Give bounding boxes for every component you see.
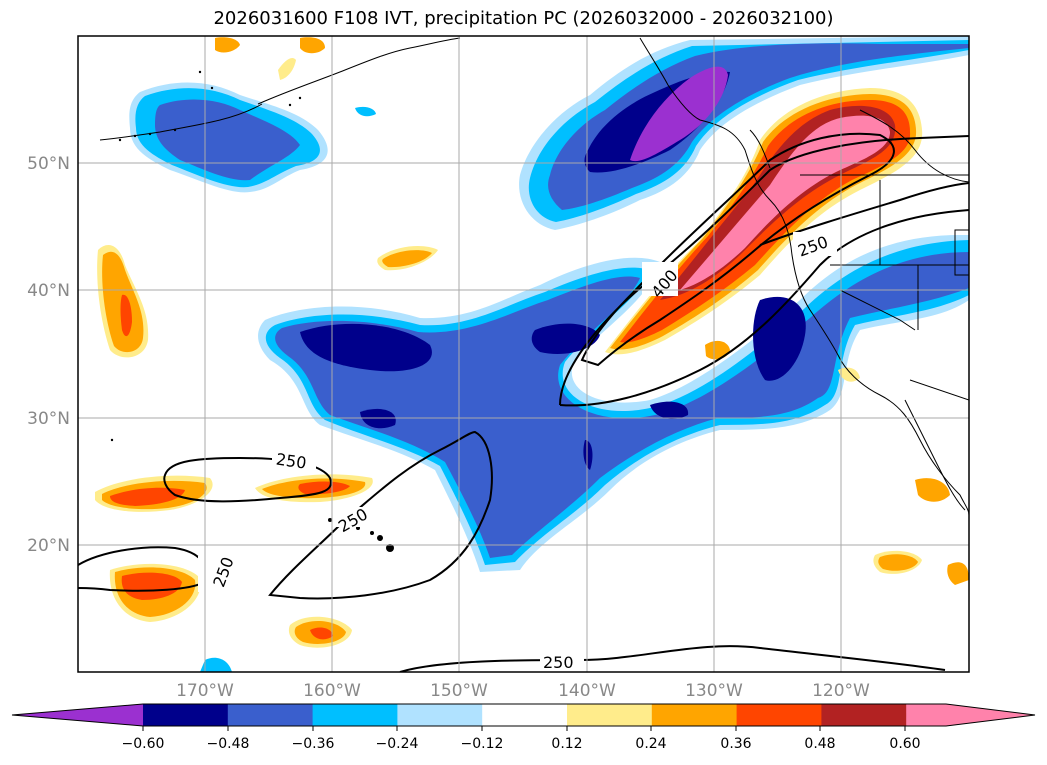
positive-blob-central-3 — [298, 481, 350, 495]
negative-blob-small — [200, 657, 232, 672]
negative-anomaly-dark-1 — [300, 323, 432, 372]
colorbar-extend-low — [12, 704, 143, 726]
contour-label-250-a: 250 — [275, 450, 308, 473]
aleutian-islands — [118, 70, 302, 142]
negative-anomaly-aleutian-3 — [155, 99, 300, 181]
negative-anomaly-central-3 — [275, 252, 969, 558]
colorbar-segment — [651, 704, 738, 726]
colorbar-segment — [312, 704, 398, 726]
positive-blob-small-5 — [915, 478, 950, 502]
colorbar-segment — [397, 704, 483, 726]
colorbar-extend-high — [906, 704, 1035, 726]
colorbar-segment — [567, 704, 653, 726]
contour-label-masks — [198, 232, 837, 672]
positive-blob-hawaii-west-3 — [110, 487, 185, 506]
colorbar: −0.60 −0.48 −0.36 −0.24 −0.12 0.12 0.24 0.36 0.4… — [11, 703, 1036, 752]
negative-anomaly-dark-2 — [531, 323, 600, 355]
lat-label-30n: 30°N — [27, 409, 70, 429]
map-title: 2026031600 F108 IVT, precipitation PC (2… — [213, 8, 834, 29]
colorbar-segment — [482, 704, 568, 726]
hawaii-islands — [110, 438, 394, 552]
positive-blob-small-10 — [838, 367, 860, 382]
negative-anomaly-gulf-3 — [548, 43, 969, 211]
gridlines — [78, 36, 969, 672]
ivt-contour-400 — [580, 132, 895, 367]
positive-blob-small-9 — [278, 58, 296, 80]
map-border — [77, 35, 970, 673]
positive-blob-west-3 — [120, 294, 132, 337]
positive-blob-small-1c — [310, 627, 333, 640]
coastlines — [99, 37, 969, 516]
lon-label-120w: 120°W — [812, 681, 870, 701]
lon-label-170w: 170°W — [176, 681, 234, 701]
positive-blob-small-8 — [300, 37, 325, 54]
lon-label-130w: 130°W — [685, 681, 743, 701]
positive-blob-small-7 — [215, 37, 240, 53]
colorbar-segment — [821, 704, 907, 726]
ivt-contour-250-ne-2 — [559, 209, 969, 407]
negative-anomaly-gulf-purple — [630, 66, 728, 162]
colorbar-tick-label: 0.36 — [720, 736, 751, 752]
lat-label-40n: 40°N — [27, 281, 70, 301]
positive-blob-small-6 — [947, 562, 969, 585]
positive-blob-small-2b — [382, 250, 432, 268]
colorbar-segment — [143, 704, 229, 726]
colorbar-tick-label: −0.12 — [461, 736, 504, 752]
positive-blob-small-3 — [705, 340, 730, 360]
colorbar-tick-label: 0.24 — [635, 736, 666, 752]
lon-label-160w: 160°W — [303, 681, 361, 701]
ivt-contour-250-south — [399, 645, 946, 672]
negative-blob-small-2 — [355, 106, 376, 117]
positive-blob-south-3 — [121, 572, 182, 600]
lat-label-50n: 50°N — [27, 154, 70, 174]
negative-anomaly-dark-3 — [753, 296, 806, 381]
colorbar-segment — [736, 704, 822, 726]
colorbar-tick-label: −0.36 — [292, 736, 335, 752]
positive-blob-small-4b — [878, 554, 918, 571]
negative-anomaly-dark-6 — [650, 401, 689, 419]
colorbar-tick-label: −0.48 — [207, 736, 250, 752]
ivt-contour-250-ne-3 — [759, 182, 969, 246]
lon-label-150w: 150°W — [430, 681, 488, 701]
ivt-contour-250-ne — [559, 135, 969, 406]
colorbar-tick-label: −0.24 — [376, 736, 419, 752]
negative-anomaly-dark-5 — [583, 440, 593, 470]
filled-contours — [78, 36, 969, 672]
positive-anomaly-ar-5 — [680, 115, 890, 291]
colorbar-segment — [227, 704, 314, 726]
contour-label-250-d: 250 — [543, 653, 574, 672]
lon-label-140w: 140°W — [558, 681, 616, 701]
colorbar-tick-label: 0.48 — [804, 736, 835, 752]
ivt-contour-250-west — [163, 456, 332, 503]
lat-label-20n: 20°N — [27, 536, 70, 556]
colorbar-tick-label: 0.12 — [551, 736, 582, 752]
colorbar-tick-label: 0.60 — [889, 736, 920, 752]
colorbar-tick-label: −0.60 — [122, 736, 165, 752]
negative-anomaly-dark-4 — [360, 408, 396, 429]
